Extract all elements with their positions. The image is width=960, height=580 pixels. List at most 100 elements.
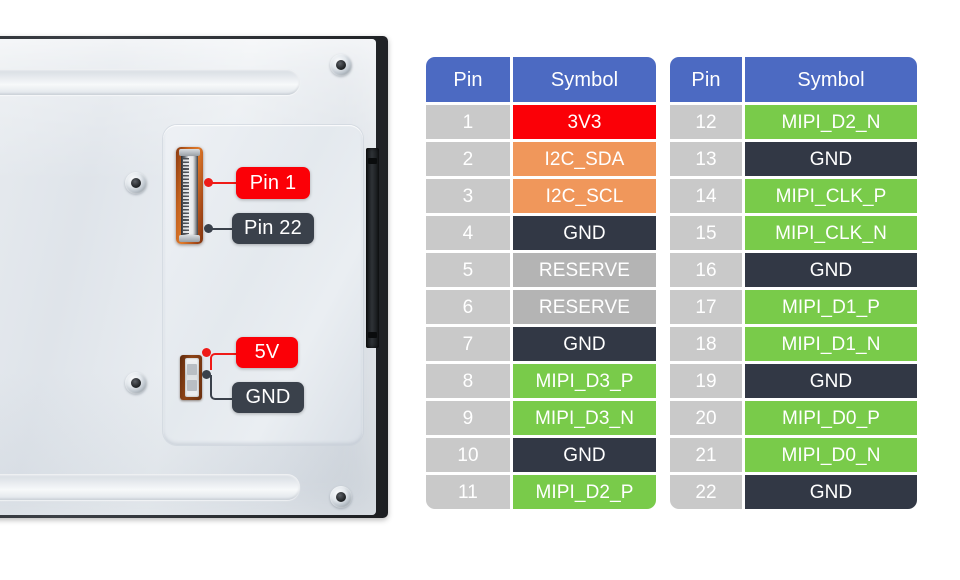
cell-symbol: GND [513,438,656,472]
table-row: 1 3V3 [426,105,656,139]
callout-dot-pin22 [204,224,213,233]
cell-symbol: MIPI_D1_P [745,290,917,324]
cell-symbol: MIPI_CLK_N [745,216,917,250]
table-row: 19 GND [670,364,917,398]
cell-pin: 21 [670,438,742,472]
pin-definition-tables: Pin Symbol 1 3V3 2 I2C_SDA 3 I2C_SCL 4 G… [426,57,917,509]
panel-groove-bottom [0,474,300,500]
callout-dot-5v [202,348,211,357]
table-row: 6 RESERVE [426,290,656,324]
cell-pin: 4 [426,216,510,250]
table-row: 5 RESERVE [426,253,656,287]
table-row: 9 MIPI_D3_N [426,401,656,435]
pin-table-right: Pin Symbol 12 MIPI_D2_N 13 GND 14 MIPI_C… [670,57,917,509]
column-header-pin: Pin [426,57,510,102]
cell-pin: 9 [426,401,510,435]
callout-leader-5v [210,353,240,370]
callout-dot-gnd [202,370,211,379]
callout-label-pin22: Pin 22 [232,213,314,244]
callout-leader-gnd [210,375,238,400]
power-connector-body [185,358,199,397]
callout-label-pin1: Pin 1 [236,167,310,199]
screw-hole-top-right [330,54,352,76]
cell-pin: 13 [670,142,742,176]
cell-symbol: GND [745,142,917,176]
cell-symbol: I2C_SCL [513,179,656,213]
cell-pin: 16 [670,253,742,287]
table-row: 14 MIPI_CLK_P [670,179,917,213]
table-row: 13 GND [670,142,917,176]
table-header-row: Pin Symbol [426,57,656,102]
cell-symbol: 3V3 [513,105,656,139]
table-row: 2 I2C_SDA [426,142,656,176]
cell-pin: 3 [426,179,510,213]
cell-pin: 10 [426,438,510,472]
fpc-latch-bottom [179,235,200,242]
table-row: 18 MIPI_D1_N [670,327,917,361]
column-header-symbol: Symbol [745,57,917,102]
callout-dot-pin1 [204,178,213,187]
display-back-panel-photo: Pin 1 Pin 22 5V GND [0,0,410,580]
callout-label-5v: 5V [236,337,298,368]
cell-pin: 17 [670,290,742,324]
cell-symbol: I2C_SDA [513,142,656,176]
cell-symbol: GND [745,475,917,509]
cell-symbol: MIPI_D0_N [745,438,917,472]
table-row: 10 GND [426,438,656,472]
table-row: 16 GND [670,253,917,287]
cell-pin: 6 [426,290,510,324]
cell-symbol: MIPI_D2_N [745,105,917,139]
table-row: 11 MIPI_D2_P [426,475,656,509]
fpc-latch-top [179,149,200,156]
table-header-row: Pin Symbol [670,57,917,102]
cell-symbol: GND [745,364,917,398]
fpc-connector-pins [183,158,189,234]
cell-symbol: MIPI_D3_N [513,401,656,435]
table-row: 21 MIPI_D0_N [670,438,917,472]
table-row: 15 MIPI_CLK_N [670,216,917,250]
table-row: 12 MIPI_D2_N [670,105,917,139]
table-row: 7 GND [426,327,656,361]
table-row: 17 MIPI_D1_P [670,290,917,324]
cell-symbol: MIPI_D0_P [745,401,917,435]
cell-pin: 20 [670,401,742,435]
table-row: 8 MIPI_D3_P [426,364,656,398]
fpc-connector [176,147,203,244]
cell-pin: 14 [670,179,742,213]
table-row: 20 MIPI_D0_P [670,401,917,435]
cell-pin: 22 [670,475,742,509]
cell-pin: 7 [426,327,510,361]
screw-hole-bottom-right [330,486,352,508]
table-row: 22 GND [670,475,917,509]
pin-table-left: Pin Symbol 1 3V3 2 I2C_SDA 3 I2C_SCL 4 G… [426,57,656,509]
side-connector-port [366,148,379,348]
screw-hole-bottom-left [125,372,147,394]
cell-pin: 2 [426,142,510,176]
cell-pin: 15 [670,216,742,250]
cell-pin: 8 [426,364,510,398]
cell-symbol: GND [745,253,917,287]
cell-symbol: RESERVE [513,290,656,324]
cell-pin: 11 [426,475,510,509]
column-header-pin: Pin [670,57,742,102]
cell-symbol: MIPI_CLK_P [745,179,917,213]
cell-pin: 18 [670,327,742,361]
power-connector [180,355,202,400]
cell-pin: 5 [426,253,510,287]
table-row: 3 I2C_SCL [426,179,656,213]
cell-symbol: MIPI_D2_P [513,475,656,509]
table-row: 4 GND [426,216,656,250]
callout-leader-pin22 [212,228,234,230]
callout-label-gnd: GND [232,382,304,413]
column-header-symbol: Symbol [513,57,656,102]
cell-pin: 19 [670,364,742,398]
cell-symbol: GND [513,216,656,250]
cell-symbol: MIPI_D3_P [513,364,656,398]
cell-pin: 1 [426,105,510,139]
cell-symbol: RESERVE [513,253,656,287]
screw-hole-middle-left [125,172,147,194]
callout-leader-pin1 [212,182,238,184]
cell-pin: 12 [670,105,742,139]
panel-groove-top [0,69,300,95]
cell-symbol: MIPI_D1_N [745,327,917,361]
